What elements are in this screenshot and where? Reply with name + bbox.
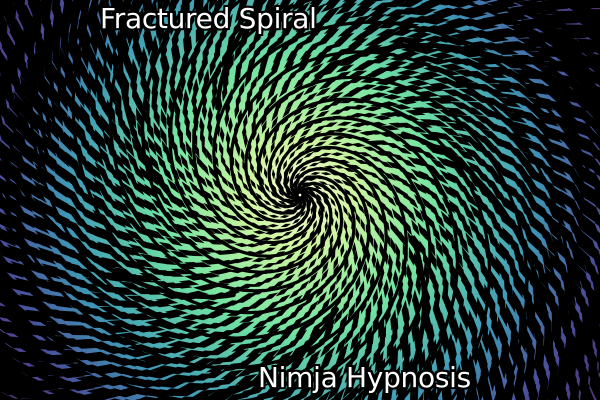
artwork-title: Fractured Spiral <box>100 2 317 35</box>
artwork-credit: Nimja Hypnosis <box>258 361 471 394</box>
